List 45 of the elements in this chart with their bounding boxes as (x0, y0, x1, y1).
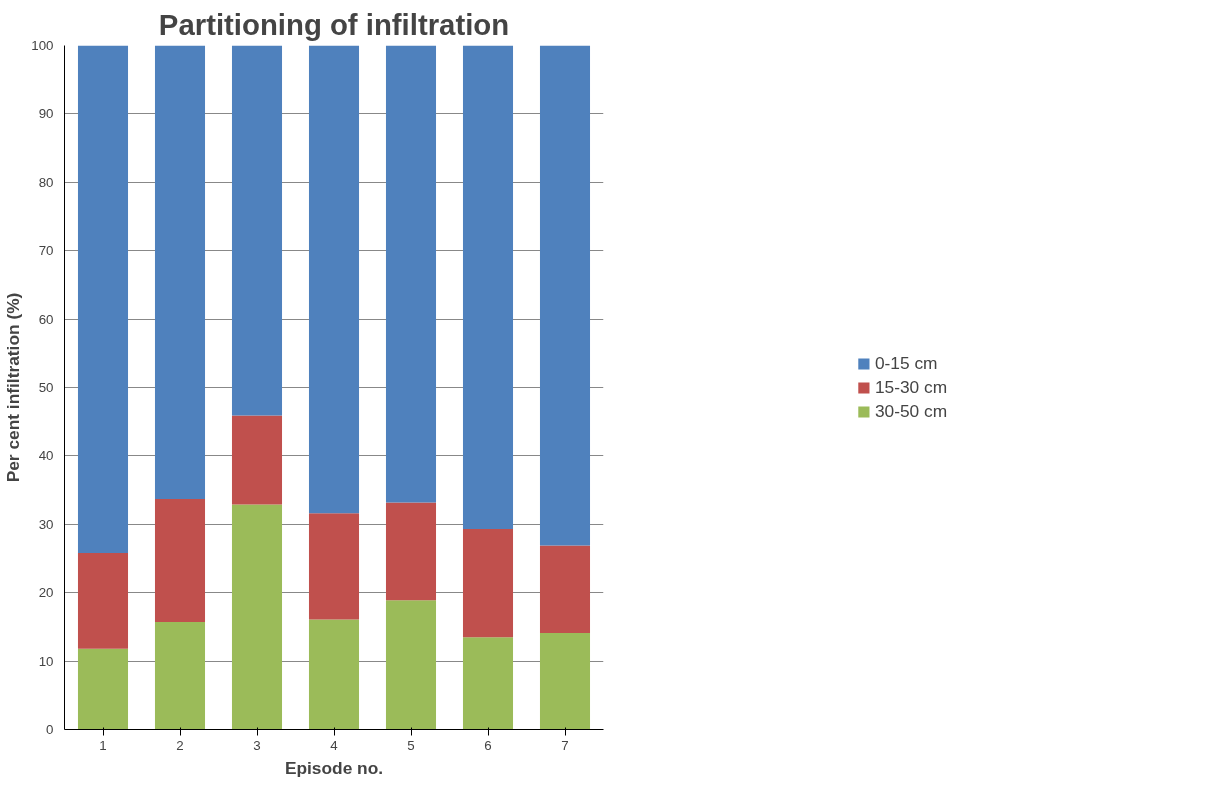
bar (385, 502, 437, 601)
x-tick-label: 5 (407, 737, 415, 753)
bar (462, 45, 514, 530)
y-tick-label: 100 (31, 38, 54, 53)
bar (539, 633, 591, 730)
bar (77, 553, 129, 649)
y-tick-label: 60 (38, 311, 54, 327)
bar (385, 600, 437, 730)
y-tick-label: 0 (46, 722, 54, 737)
bar (231, 45, 283, 416)
bar (154, 498, 206, 623)
bar (231, 504, 283, 730)
legend-label: 30-50 cm (874, 400, 948, 422)
bar (462, 529, 514, 638)
legend-label: 0-15 cm (874, 352, 938, 374)
bar (231, 415, 283, 505)
legend-label: 15-30 cm (874, 376, 948, 398)
bar (462, 637, 514, 730)
x-tick-label: 3 (253, 737, 261, 753)
y-tick-label: 40 (38, 448, 54, 464)
x-tick-label: 7 (561, 737, 569, 753)
bar (77, 45, 129, 554)
bar (308, 619, 360, 730)
x-tick-label: 6 (484, 737, 492, 753)
y-axis-title: Per cent infiltration (%) (3, 292, 24, 483)
bar (77, 648, 129, 730)
x-tick-label: 2 (176, 737, 184, 753)
x-axis-title: Episode no. (284, 757, 384, 778)
bar (308, 513, 360, 620)
bar (385, 45, 437, 503)
y-tick-label: 50 (38, 380, 54, 395)
y-tick-label: 80 (38, 174, 54, 190)
chart-title: Partitioning of infiltration (158, 7, 510, 41)
bar (308, 45, 360, 514)
y-tick-label: 90 (38, 106, 54, 122)
bar (539, 545, 591, 634)
y-tick-label: 30 (38, 516, 54, 532)
x-tick-label: 4 (330, 737, 339, 753)
y-tick-label: 70 (38, 243, 54, 259)
bar (154, 45, 206, 499)
bar (539, 45, 591, 546)
y-tick-label: 20 (38, 585, 54, 601)
y-tick-label: 10 (38, 653, 54, 669)
bar (154, 622, 206, 730)
x-tick-label: 1 (99, 737, 107, 753)
